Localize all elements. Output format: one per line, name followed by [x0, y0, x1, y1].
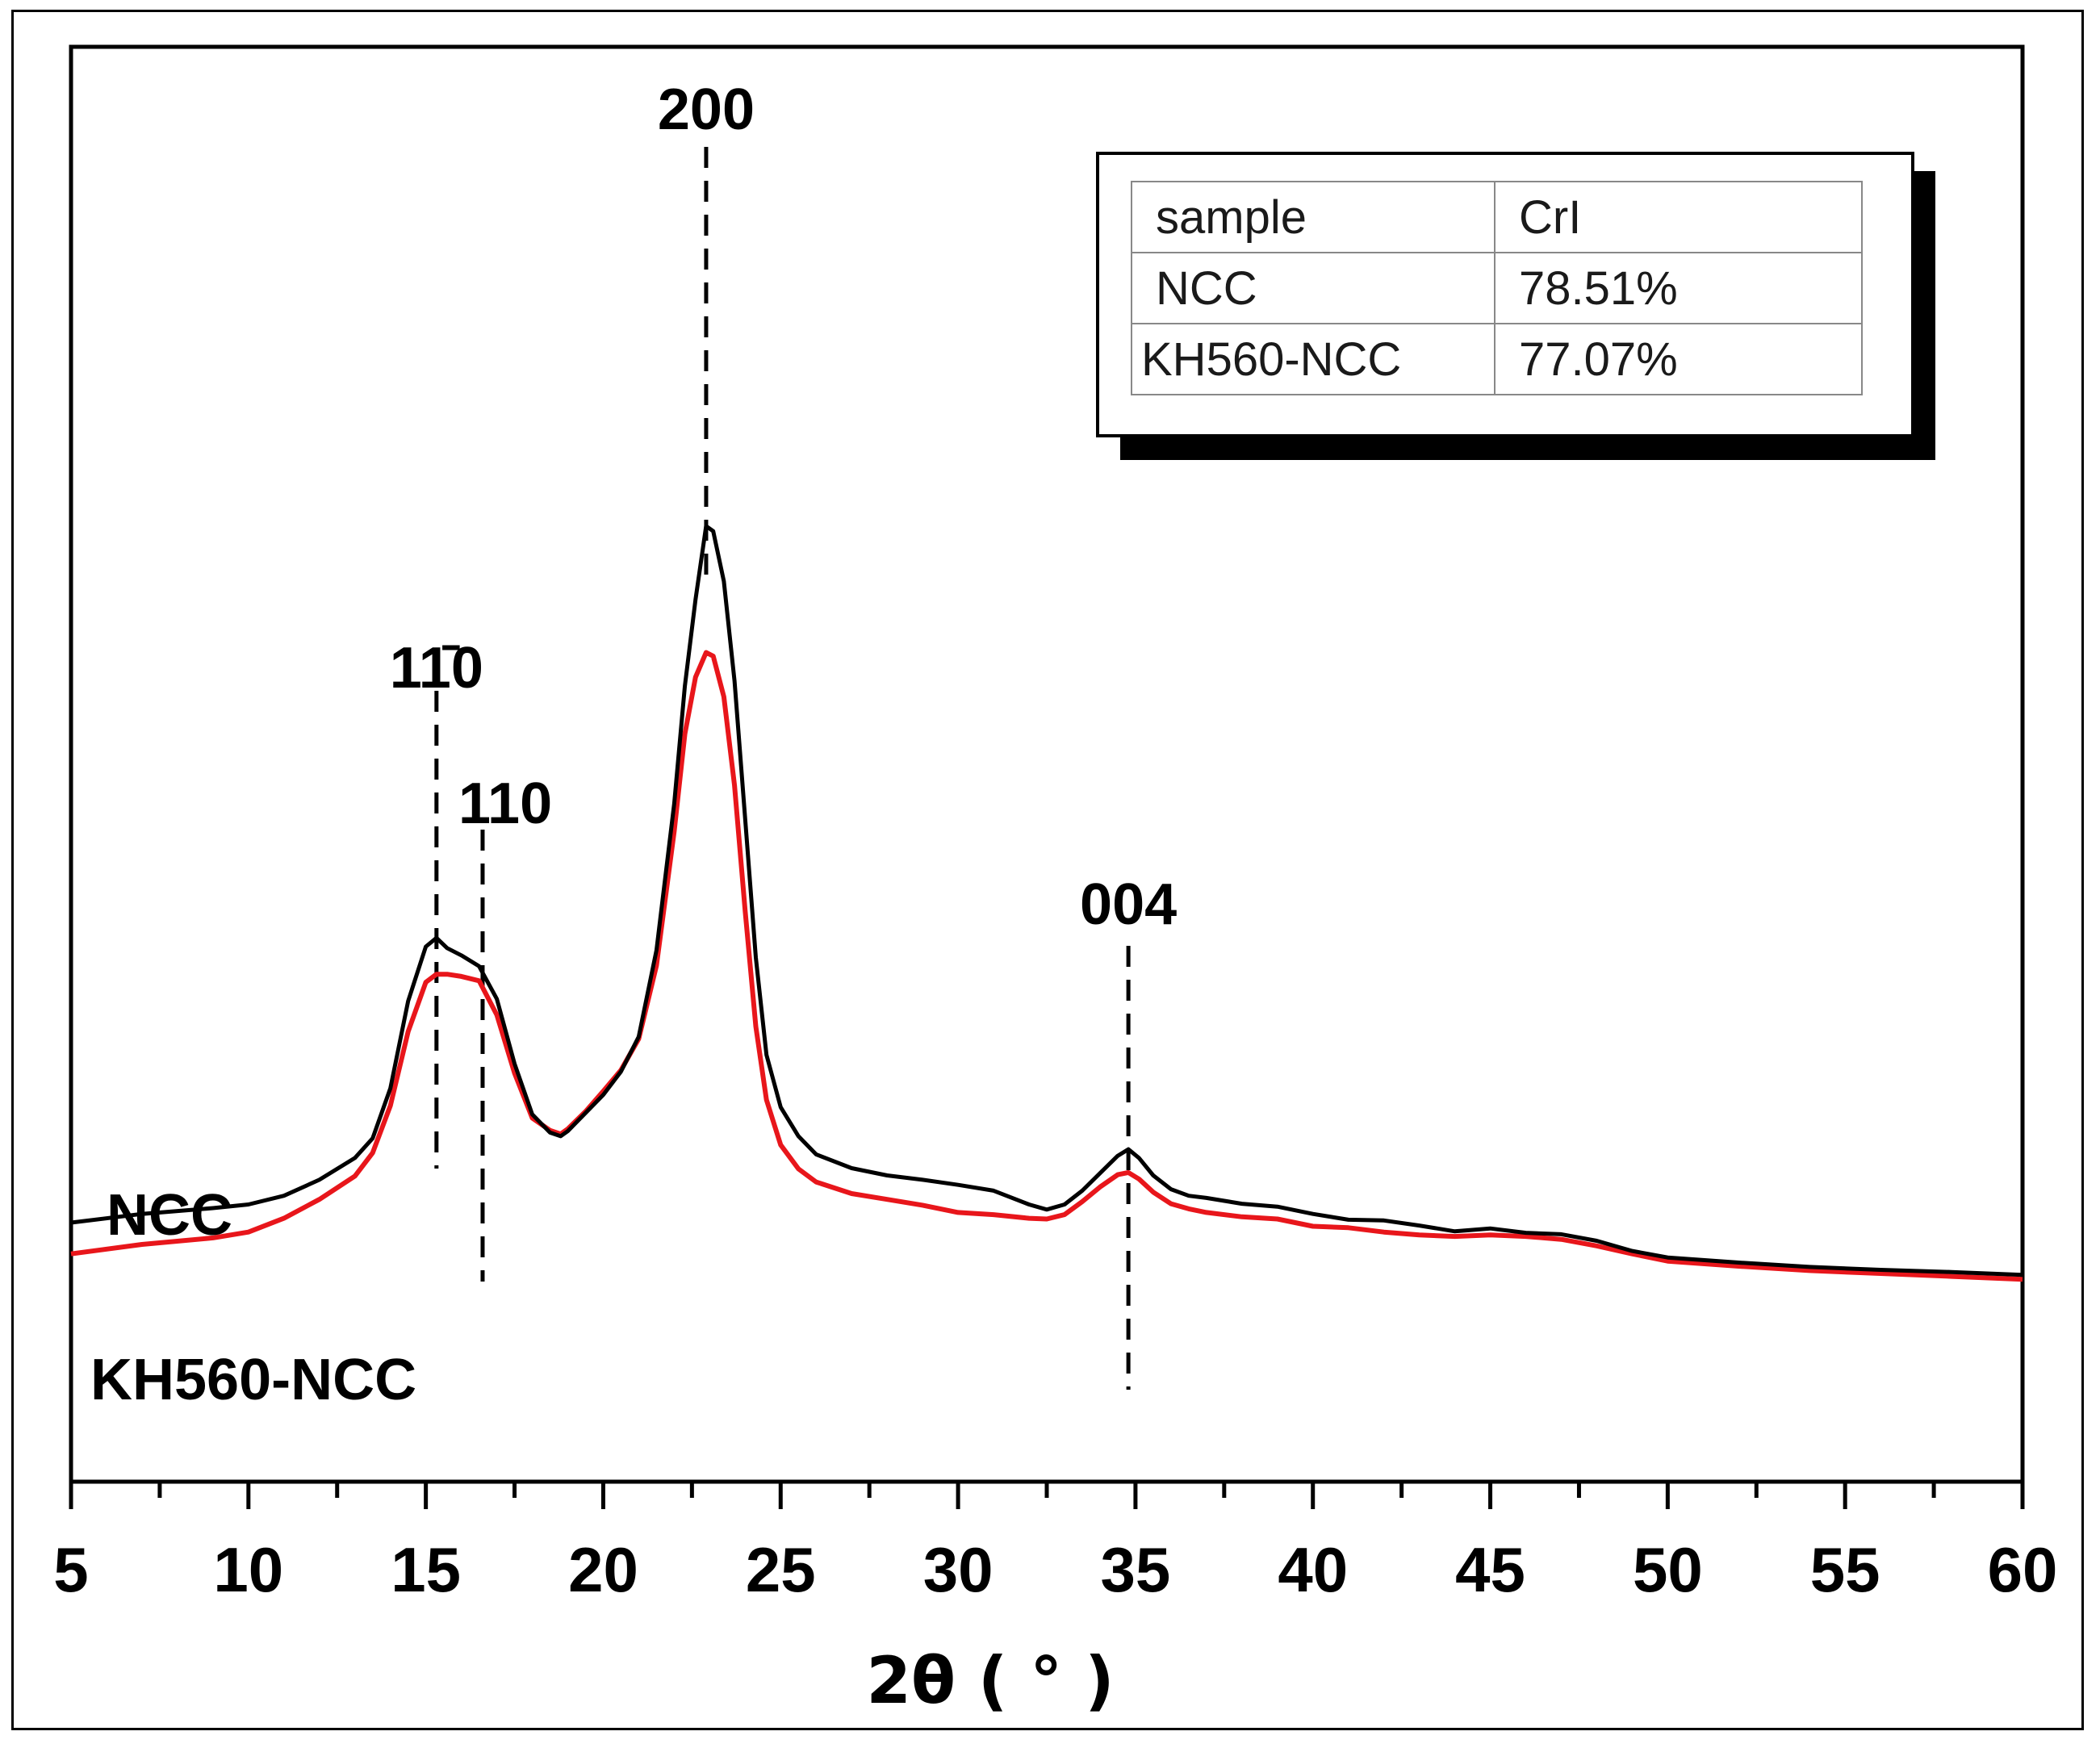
x-axis-title: 2θ ( ° ) [866, 1643, 1114, 1718]
peak-markers: 200 11̄0 110 004 [390, 77, 1177, 1390]
series-line-kh560-ncc [70, 650, 2023, 1282]
table-header-cri: CrI [1519, 191, 1581, 244]
x-tick-label: 45 [1455, 1534, 1525, 1605]
x-tick-label: 35 [1101, 1534, 1171, 1605]
peak-label-1-bar-10: 11̄0 [390, 636, 483, 700]
crystallinity-table: sample CrI NCC 78.51% KH560-NCC 77.07% [1096, 152, 1935, 460]
table-box [1096, 152, 1914, 437]
x-tick-label: 5 [53, 1534, 88, 1605]
series-line-ncc [70, 524, 2023, 1278]
x-tick-label: 20 [568, 1534, 638, 1605]
table-cell-sample-kh560-ncc: KH560-NCC [1141, 333, 1401, 386]
table-cell-cri-ncc: 78.51% [1519, 262, 1678, 315]
x-tick-label: 50 [1633, 1534, 1703, 1605]
x-tick-label: 10 [213, 1534, 283, 1605]
table-header-sample: sample [1156, 191, 1307, 244]
peak-label-200: 200 [658, 77, 755, 142]
table-cell-cri-kh560-ncc: 77.07% [1519, 333, 1678, 386]
x-tick-label: 60 [1988, 1534, 2058, 1605]
x-axis-ticks: 5 10 15 20 25 30 35 40 45 50 55 60 [53, 1482, 2057, 1605]
x-tick-label: 30 [923, 1534, 994, 1605]
x-tick-label: 25 [746, 1534, 816, 1605]
series-label-kh560-ncc: KH560-NCC [90, 1348, 416, 1412]
peak-label-004: 004 [1080, 872, 1177, 937]
peak-label-110: 110 [458, 772, 552, 836]
x-tick-label: 15 [391, 1534, 461, 1605]
series-label-ncc: NCC [107, 1183, 232, 1248]
x-tick-label: 55 [1810, 1534, 1880, 1605]
x-tick-label: 40 [1278, 1534, 1348, 1605]
table-cell-sample-ncc: NCC [1156, 262, 1257, 315]
table-grid-outer [1131, 181, 1863, 395]
